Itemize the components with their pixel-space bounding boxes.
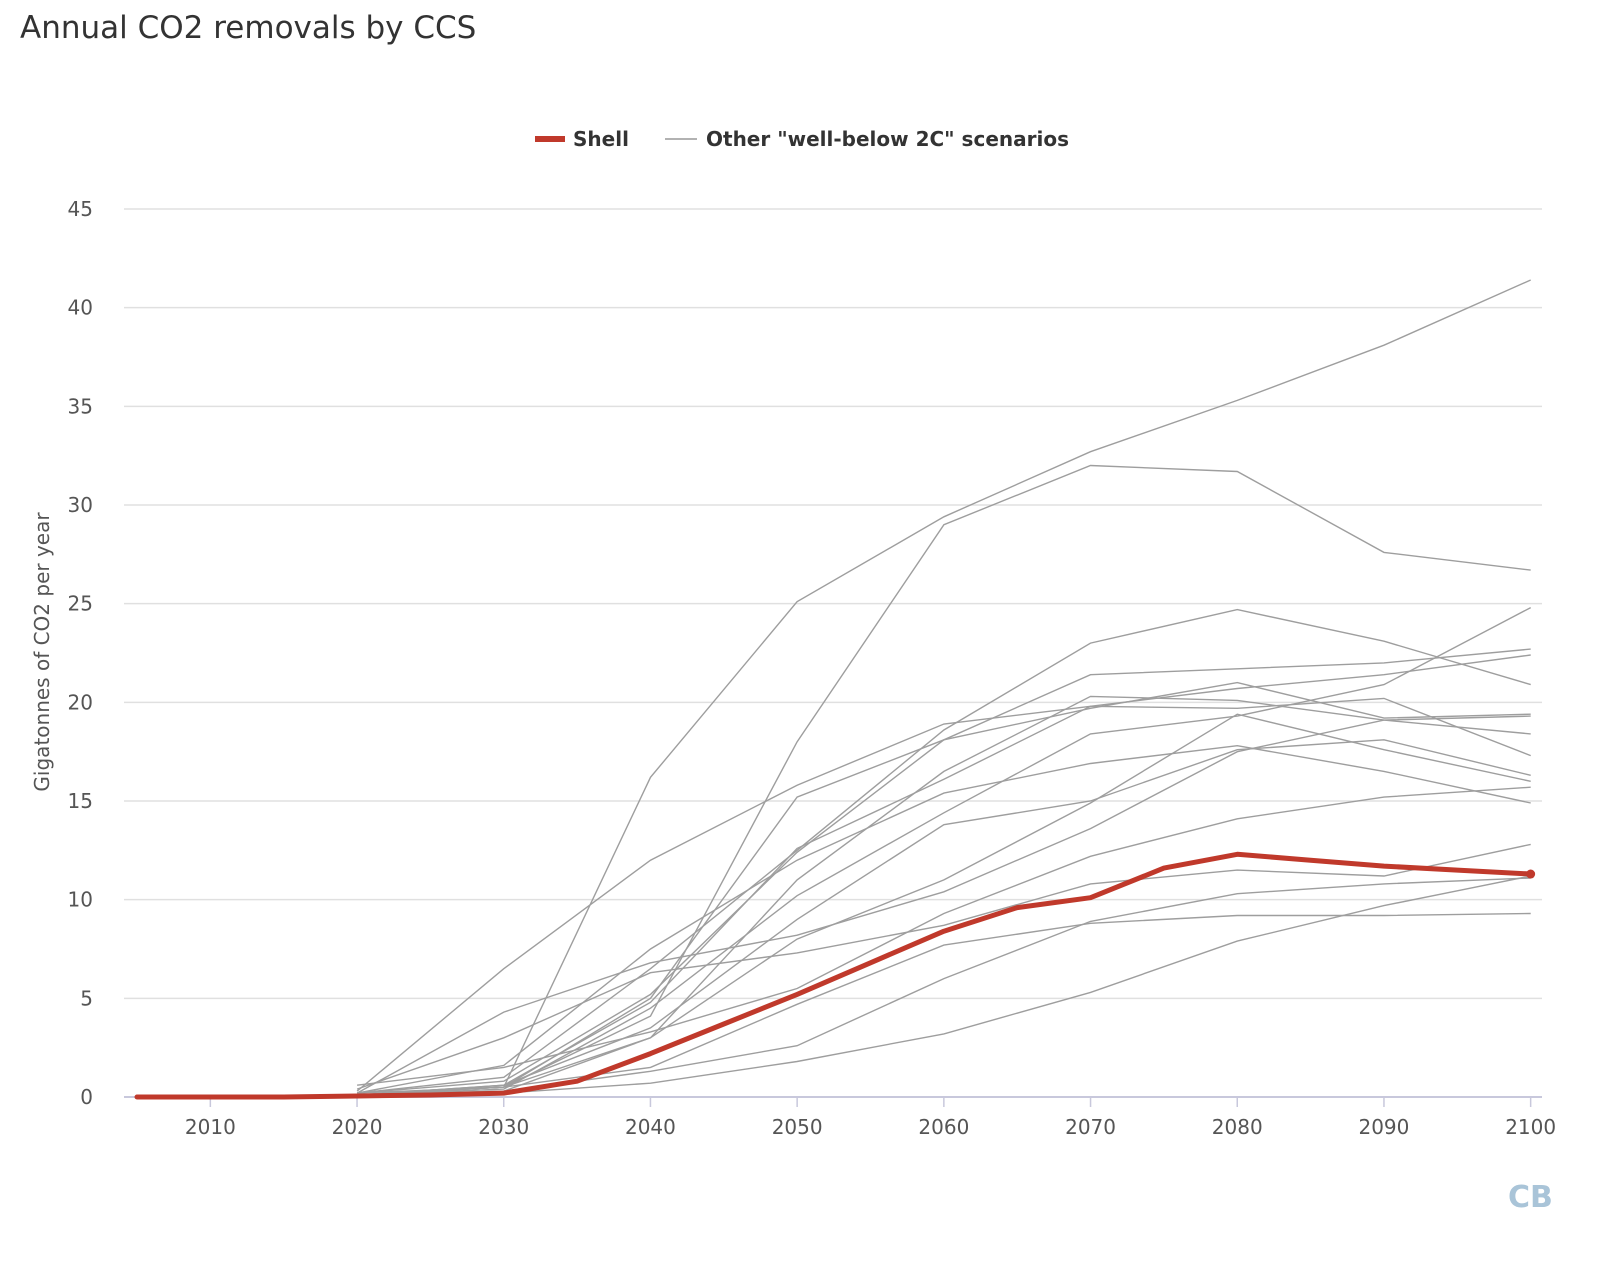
legend[interactable]: Shell Other "well-below 2C" scenarios [535,127,1069,151]
x-tick-label-2090: 2090 [1358,1115,1409,1139]
other-scenario-line-4 [357,608,1531,1094]
x-tick-label-2100: 2100 [1505,1115,1556,1139]
logo-text: CB [1508,1180,1553,1215]
x-tick-label-2050: 2050 [772,1115,823,1139]
y-tick-label-20: 20 [68,690,93,714]
other-scenario-line-14 [357,912,1531,1096]
x-tick-label-2020: 2020 [332,1115,383,1139]
x-tick-label-2010: 2010 [185,1115,236,1139]
other-scenario-line-3 [357,464,1531,1096]
x-tick-label-2080: 2080 [1212,1115,1263,1139]
y-tick-label-5: 5 [80,986,93,1010]
y-tick-label-30: 30 [68,493,93,517]
other-scenario-line-1 [356,697,1531,1092]
other-scenario-line-2 [357,279,1531,1094]
other-scenario-line-13 [357,786,1531,1086]
y-tick-label-45: 45 [68,197,93,221]
y-tick-label-25: 25 [68,592,93,616]
shell-series [134,851,1536,1100]
x-axis-ticks: 2010 2020 2030 2040 2050 2060 2070 2080 2090 2100 [185,1097,1556,1139]
other-scenario-line-17 [357,681,1531,1094]
x-tick-label-2060: 2060 [918,1115,969,1139]
y-tick-label-15: 15 [68,789,93,813]
other-scenario-line-8 [357,695,1531,1096]
legend-label-shell: Shell [573,127,629,151]
other-scenario-line-18 [357,739,1531,1096]
chart-title: Annual CO2 removals by CCS [20,10,477,46]
x-tick-label-2070: 2070 [1065,1115,1116,1139]
y-tick-label-10: 10 [68,888,93,912]
x-tick-label-2040: 2040 [625,1115,676,1139]
shell-end-point [1526,869,1536,879]
other-scenario-lines [356,279,1532,1096]
y-tick-label-40: 40 [68,296,93,320]
y-tick-label-0: 0 [80,1085,93,1109]
legend-label-other: Other "well-below 2C" scenarios [706,127,1069,151]
other-scenario-line-15 [357,877,1531,1096]
y-axis-title: Gigatonnes of CO2 per year [30,512,54,792]
x-tick-label-2030: 2030 [478,1115,529,1139]
y-tick-label-35: 35 [68,394,93,418]
other-scenario-line-16 [357,875,1531,1096]
carbon-brief-logo: CB [1508,1180,1553,1215]
gridlines [124,208,1542,1000]
other-scenario-line-9 [357,606,1532,1096]
shell-line [134,851,1534,1100]
other-scenario-line-12 [356,843,1531,1090]
other-scenario-line-10 [357,713,1531,1096]
other-scenario-line-6 [357,654,1531,1096]
y-axis-ticks: 0 5 10 15 20 25 30 35 40 45 [68,197,93,1109]
other-scenario-line-11 [356,715,1531,1094]
other-scenario-line-7 [356,744,1531,1094]
